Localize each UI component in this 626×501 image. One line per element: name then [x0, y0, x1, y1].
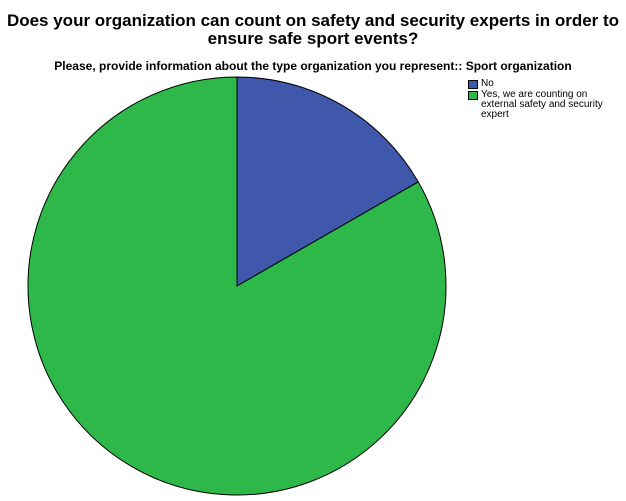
- legend-swatch-yes: [468, 91, 478, 100]
- legend-item-no: No: [468, 79, 623, 89]
- legend-item-yes: Yes, we are counting on external safety …: [468, 90, 623, 120]
- legend-label-yes: Yes, we are counting on external safety …: [481, 89, 603, 120]
- legend-label-no: No: [481, 78, 494, 89]
- pie-slice-yes: [27, 76, 447, 496]
- pie-slice-no: [236, 76, 419, 287]
- chart-subtitle: Please, provide information about the ty…: [54, 59, 572, 73]
- legend-swatch-no: [468, 80, 478, 89]
- chart-title: Does your organization can count on safe…: [6, 11, 620, 48]
- legend: No Yes, we are counting on external safe…: [468, 79, 623, 121]
